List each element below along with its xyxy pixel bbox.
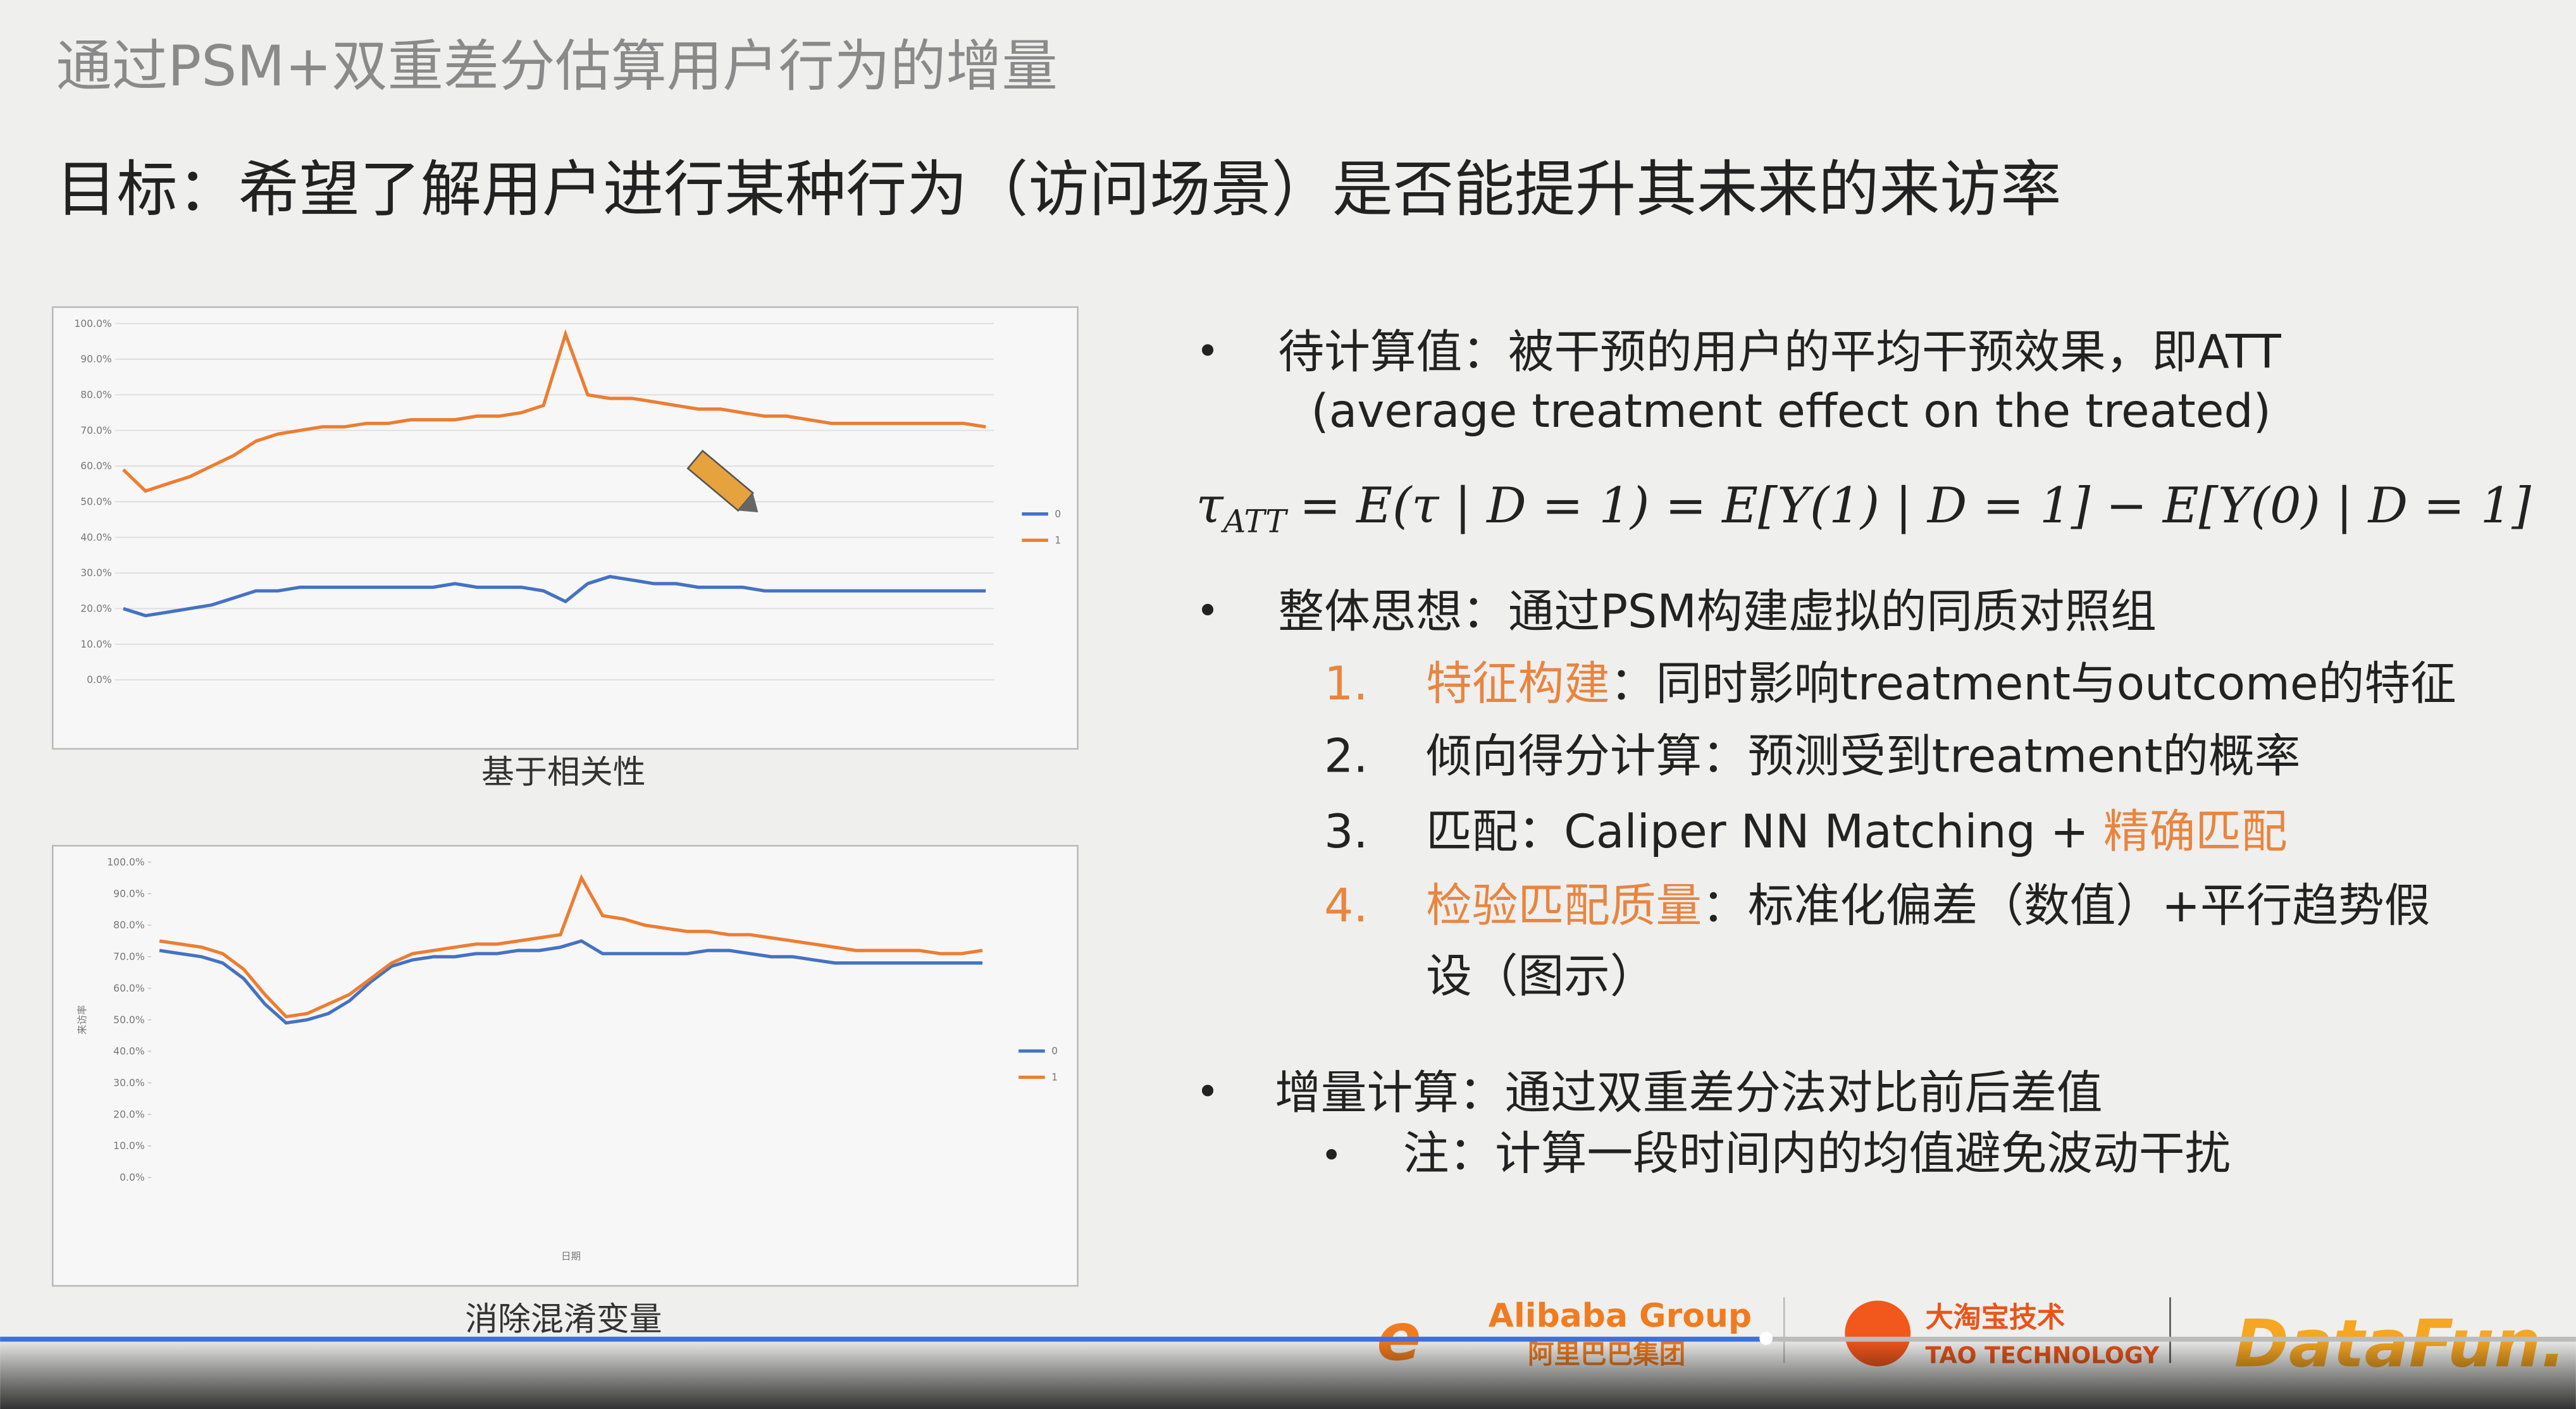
chart-frame — [51, 845, 1079, 1287]
series-line — [159, 874, 983, 1019]
y-tick-label: 70.0% — [80, 425, 112, 436]
title: 通过PSM+双重差分估算用户行为的增量 — [56, 34, 1057, 99]
item: 检验匹配质量：标准化偏差（数值）+平行趋势假 — [1426, 880, 2430, 933]
series-line — [122, 329, 986, 493]
logo-text: Alibaba Group — [1489, 1297, 1752, 1335]
y-tick-label: 30.0% — [80, 567, 112, 579]
y-tick-label: 10.0% — [80, 639, 112, 650]
formula: τATT = E(τ | D = 1) = E[Y(1) | D = 1] − E… — [1196, 477, 2532, 540]
legend-label: 1 — [1055, 535, 1061, 546]
y-tick-label: 90.0% — [80, 354, 112, 365]
progress-fill[interactable] — [0, 1336, 1766, 1342]
bullet-text: 整体思想：通过PSM构建虚拟的同质对照组 — [1278, 586, 2156, 639]
item-tail: 精确匹配 — [2103, 806, 2288, 859]
item: 特征构建：同时影响treatment与outcome的特征 — [1426, 658, 2456, 711]
chart-caption: 基于相关性 — [481, 754, 646, 792]
y-tick-label: 60.0% — [80, 460, 112, 472]
legend-label: 0 — [1055, 508, 1061, 520]
subtitle: 目标：希望了解用户进行某种行为（访问场景）是否能提升其未来的来访率 — [56, 154, 2061, 225]
bullet-text: (average treatment effect on the treated… — [1311, 385, 2271, 438]
y-tick-label: 100.0% — [74, 318, 111, 329]
chart-frame — [51, 306, 1079, 750]
item-num: 3. — [1324, 806, 1368, 859]
y-tick-label: 80.0% — [80, 389, 112, 400]
y-axis-label: 来访率 — [77, 1005, 88, 1035]
logo-text: 大淘宝技术 — [1926, 1301, 2065, 1334]
series-line — [123, 575, 986, 618]
item-text: 倾向得分计算：预测受到treatment的概率 — [1426, 730, 2300, 783]
series-line — [159, 939, 983, 1025]
item-text: ：标准化偏差（数值）+平行趋势假 — [1702, 880, 2430, 933]
item-num: 2. — [1324, 730, 1368, 783]
y-tick-label: 50.0% — [80, 496, 112, 507]
y-tick-label: 50.0% — [113, 1014, 144, 1026]
pen-cursor — [686, 449, 759, 513]
y-tick-label: 20.0% — [113, 1109, 144, 1120]
bullet: • — [1196, 328, 1220, 374]
bullet-text: 待计算值：被干预的用户的平均干预效果，即ATT — [1278, 326, 2281, 379]
y-tick-label: 80.0% — [113, 920, 144, 931]
bullet: • — [1196, 1069, 1220, 1115]
formula-sub: ATT — [1221, 503, 1289, 539]
bullet-text: 增量计算：通过双重差分法对比前后差值 — [1275, 1067, 2102, 1120]
bullet-text: 注：计算一段时间内的均值避免波动干扰 — [1403, 1128, 2231, 1181]
item-text: 设（图示） — [1426, 950, 1656, 1003]
item-text: 匹配：Caliper NN Matching + — [1426, 806, 2103, 859]
y-tick-label: 100.0% — [107, 856, 144, 868]
charts: 0.0%10.0%20.0%30.0%40.0%50.0%60.0%70.0%8… — [74, 318, 1061, 1339]
progress-handle[interactable] — [1759, 1331, 1773, 1345]
y-tick-label: 20.0% — [80, 603, 112, 615]
y-tick-label: 90.0% — [113, 888, 144, 899]
y-tick-label: 0.0% — [87, 674, 112, 686]
legend-label: 1 — [1051, 1072, 1058, 1083]
item-head: 特征构建 — [1426, 658, 1610, 711]
y-tick-label: 30.0% — [113, 1077, 144, 1088]
item: 匹配：Caliper NN Matching + 精确匹配 — [1426, 806, 2288, 859]
video-bar — [0, 1338, 2576, 1409]
y-tick-label: 0.0% — [120, 1172, 145, 1183]
item-num: 1. — [1324, 658, 1368, 711]
y-tick-label: 60.0% — [113, 983, 144, 994]
item-head: 检验匹配质量 — [1426, 880, 1702, 933]
item-text: ：同时影响treatment与outcome的特征 — [1610, 658, 2456, 711]
bullet: • — [1196, 588, 1220, 634]
item-num: 4. — [1324, 880, 1368, 933]
formula-rest: = E(τ | D = 1) = E[Y(1) | D = 1] − E[Y(0… — [1299, 477, 2531, 534]
y-tick-label: 70.0% — [113, 951, 144, 963]
y-tick-label: 10.0% — [113, 1140, 144, 1152]
x-axis-label: 日期 — [561, 1251, 581, 1262]
y-tick-label: 40.0% — [113, 1046, 144, 1057]
chart-caption: 消除混淆变量 — [465, 1300, 662, 1338]
body-text: • 待计算值：被干预的用户的平均干预效果，即ATT (average treat… — [1196, 326, 2532, 1181]
formula-symbol: τ — [1196, 477, 1225, 534]
y-tick-label: 40.0% — [80, 532, 112, 543]
bullet: • — [1321, 1135, 1342, 1176]
legend-label: 0 — [1051, 1045, 1058, 1057]
